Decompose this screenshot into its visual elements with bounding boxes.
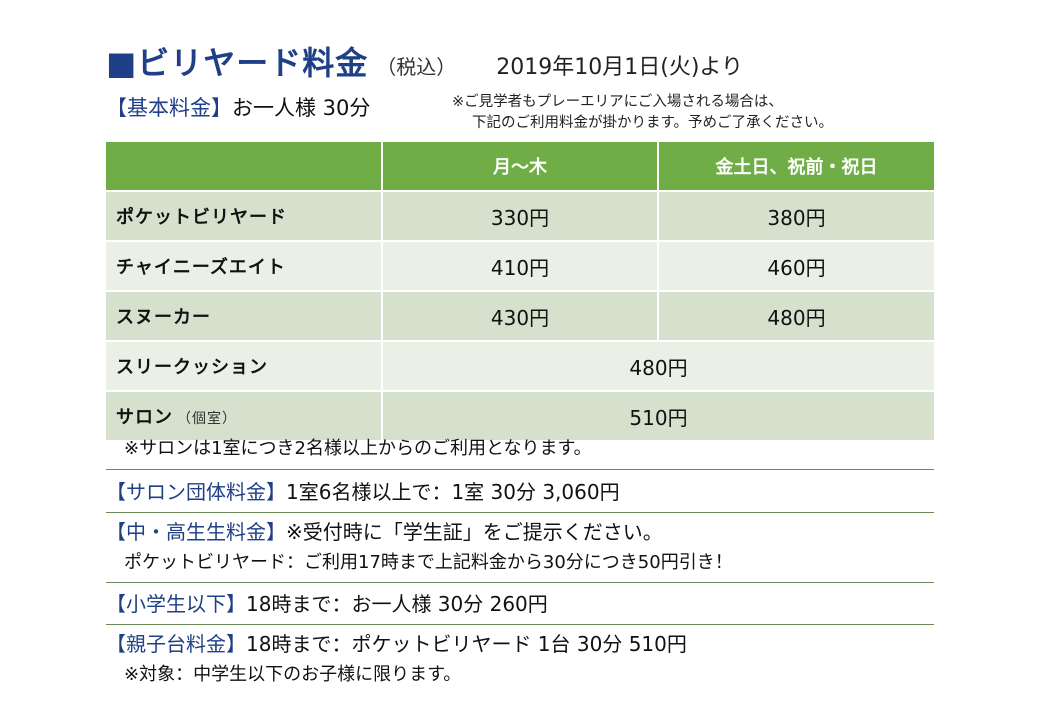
price-all-days: 510円	[382, 390, 934, 440]
basic-fee-text: お一人様 30分	[232, 96, 371, 120]
table-row: サロン （個室） 510円	[106, 390, 934, 440]
elementary-text: 18時まで：お一人様 30分 260円	[246, 592, 548, 616]
student-text: ※受付時に「学生証」をご提示ください。	[286, 520, 663, 544]
row-name: ポケットビリヤード	[106, 190, 383, 241]
table-row: チャイニーズエイト 410円 460円	[106, 240, 934, 291]
title-main: ■ビリヤード料金	[106, 44, 369, 82]
page-title: ■ビリヤード料金 （税込） 2019年10月1日(火)より	[106, 38, 743, 88]
salon-group-fee: 【サロン団体料金】1室6名様以上で：1室 30分 3,060円	[106, 476, 620, 505]
visitor-note-line1: ※ご見学者もプレーエリアにご入場される場合は、	[452, 94, 783, 110]
family-table-fee: 【親子台料金】18時まで：ポケットビリヤード 1台 30分 510円	[106, 628, 687, 657]
divider	[106, 582, 934, 583]
visitor-note: ※ご見学者もプレーエリアにご入場される場合は、 下記のご利用料金が掛かります。予…	[452, 92, 833, 134]
basic-fee-bracket: 【基本料金】	[106, 96, 232, 120]
elementary-bracket: 【小学生以下】	[106, 592, 246, 616]
price-table: 月～木 金土日、祝前・祝日 ポケットビリヤード 330円 380円 チャイニーズ…	[106, 142, 934, 440]
salon-group-bracket: 【サロン団体料金】	[106, 480, 286, 504]
row-name: スヌーカー	[106, 290, 383, 341]
table-header-row: 月～木 金土日、祝前・祝日	[106, 142, 934, 191]
price-weekend: 380円	[658, 190, 934, 241]
table-row: スリークッション 480円	[106, 340, 934, 391]
elementary-fee: 【小学生以下】18時まで：お一人様 30分 260円	[106, 588, 548, 617]
student-fee: 【中・高生生料金】※受付時に「学生証」をご提示ください。	[106, 516, 663, 545]
title-tax-note: （税込）	[376, 55, 457, 79]
basic-fee-section: 【基本料金】お一人様 30分 ※ご見学者もプレーエリアにご入場される場合は、 下…	[106, 92, 936, 142]
family-bracket: 【親子台料金】	[106, 632, 246, 656]
divider	[106, 624, 934, 625]
student-discount-detail: ポケットビリヤード：ご利用17時まで上記料金から30分につき50円引き！	[124, 552, 733, 573]
visitor-note-line2: 下記のご利用料金が掛かります。予めご了承ください。	[472, 115, 834, 131]
row-name: チャイニーズエイト	[106, 240, 383, 291]
salon-note: ※サロンは1室につき2名様以上からのご利用となります。	[124, 438, 592, 459]
price-weekday: 430円	[382, 290, 659, 341]
salon-group-text: 1室6名様以上で：1室 30分 3,060円	[286, 480, 620, 504]
price-weekend: 460円	[658, 240, 934, 291]
basic-fee-label: 【基本料金】お一人様 30分	[106, 92, 370, 122]
price-weekday: 330円	[382, 190, 659, 241]
header-cell-weekday: 月～木	[382, 142, 659, 191]
header-cell-blank	[106, 142, 383, 191]
divider	[106, 469, 934, 470]
price-all-days: 480円	[382, 340, 934, 391]
row-name-salon: サロン （個室）	[106, 390, 383, 440]
student-bracket: 【中・高生生料金】	[106, 520, 286, 544]
title-effective-date: 2019年10月1日(火)より	[496, 55, 743, 80]
table-row: スヌーカー 430円 480円	[106, 290, 934, 341]
family-note: ※対象：中学生以下のお子様に限ります。	[124, 664, 462, 685]
row-name: スリークッション	[106, 340, 383, 391]
divider	[106, 512, 934, 513]
header-cell-weekend: 金土日、祝前・祝日	[658, 142, 934, 191]
price-weekday: 410円	[382, 240, 659, 291]
price-weekend: 480円	[658, 290, 934, 341]
row-name-sub: （個室）	[177, 411, 237, 427]
row-name-text: サロン	[116, 407, 173, 428]
family-text: 18時まで：ポケットビリヤード 1台 30分 510円	[246, 632, 687, 656]
table-row: ポケットビリヤード 330円 380円	[106, 190, 934, 241]
